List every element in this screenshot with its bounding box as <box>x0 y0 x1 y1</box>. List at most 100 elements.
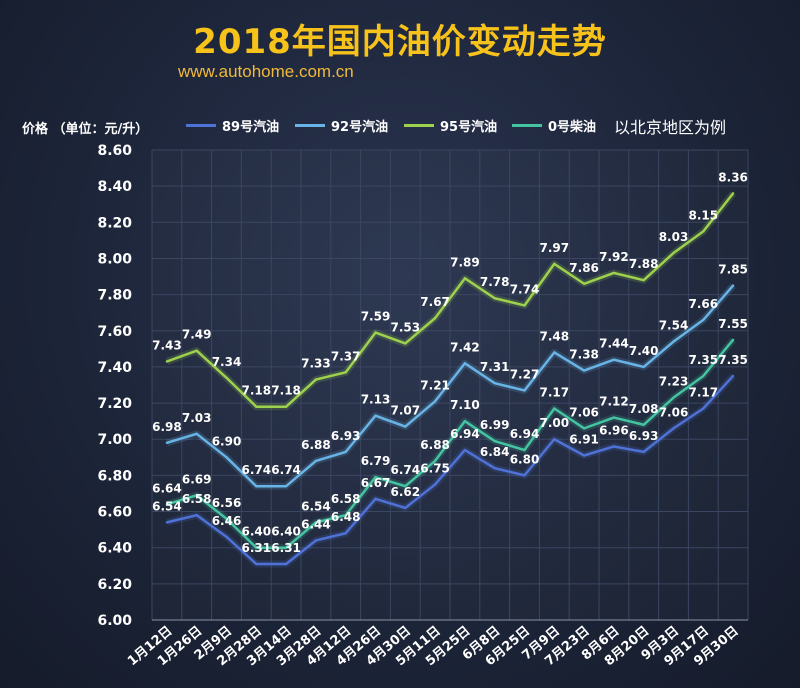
data-label: 6.31 <box>241 541 271 555</box>
data-label: 6.62 <box>390 485 420 499</box>
data-point <box>463 277 467 280</box>
y-tick-label: 7.80 <box>97 288 132 304</box>
data-label: 6.58 <box>331 492 361 506</box>
data-point <box>731 338 735 342</box>
data-point <box>642 365 645 369</box>
legend-label-92: 92号汽油 <box>331 120 389 135</box>
data-label: 7.17 <box>688 386 718 400</box>
data-label: 7.54 <box>659 319 689 333</box>
y-tick-label: 6.00 <box>97 613 132 629</box>
data-label: 7.18 <box>241 384 271 398</box>
data-point <box>463 419 467 423</box>
data-point <box>523 389 526 392</box>
data-point <box>284 405 288 408</box>
data-point <box>612 445 616 448</box>
data-label: 6.64 <box>152 481 182 495</box>
legend-item-0: 0号柴油 <box>512 116 596 135</box>
series-line-3 <box>166 339 735 549</box>
data-point <box>553 438 556 441</box>
data-point <box>702 318 705 322</box>
data-label: 6.44 <box>301 517 331 531</box>
data-label: 7.33 <box>301 357 331 371</box>
data-label: 7.12 <box>599 395 629 409</box>
y-tick-label: 6.20 <box>97 577 132 593</box>
region-note: 以北京地区为例 <box>614 118 727 137</box>
data-label: 6.74 <box>241 463 271 477</box>
data-point <box>463 362 467 365</box>
data-point <box>284 485 288 488</box>
data-point <box>553 407 556 410</box>
data-label: 6.88 <box>301 438 331 452</box>
data-point <box>195 432 198 436</box>
data-point <box>672 340 675 343</box>
data-point <box>374 331 377 334</box>
data-point <box>165 441 169 445</box>
data-point <box>225 456 228 459</box>
data-point <box>374 475 377 479</box>
data-point <box>225 535 228 539</box>
data-point <box>493 297 496 300</box>
legend-item-95: 95号汽油 <box>404 116 497 135</box>
data-label: 7.86 <box>569 261 599 275</box>
data-label: 6.91 <box>569 433 599 447</box>
data-label: 6.74 <box>390 463 420 477</box>
data-label: 7.13 <box>361 393 391 407</box>
data-point <box>255 546 258 549</box>
data-point <box>404 425 407 428</box>
data-point <box>165 503 169 506</box>
data-label: 7.42 <box>450 340 480 354</box>
data-label: 6.48 <box>331 510 361 524</box>
data-label: 6.96 <box>599 423 629 437</box>
y-tick-label: 7.60 <box>97 324 132 340</box>
data-point <box>523 474 526 477</box>
data-point <box>433 459 437 463</box>
data-label: 7.27 <box>510 367 540 381</box>
data-label: 7.97 <box>539 241 569 255</box>
data-label: 7.78 <box>480 275 510 289</box>
data-point <box>404 485 407 488</box>
legend-swatch-92 <box>295 124 325 127</box>
data-point <box>582 369 586 372</box>
data-label: 7.67 <box>420 295 450 309</box>
data-label: 6.93 <box>331 429 361 443</box>
data-point <box>344 532 347 535</box>
data-point <box>344 371 347 374</box>
y-tick-label: 7.20 <box>97 396 132 412</box>
data-label: 6.69 <box>182 472 212 486</box>
y-tick-label: 6.80 <box>97 468 132 484</box>
data-point <box>582 282 586 285</box>
legend-label-95: 95号汽油 <box>440 120 498 135</box>
source-url: www.autohome.com.cn <box>178 62 354 81</box>
legend-item-89: 89号汽油 <box>186 116 279 135</box>
data-point <box>284 546 288 549</box>
data-label: 7.43 <box>152 339 182 353</box>
data-point <box>225 517 228 520</box>
data-label: 7.88 <box>629 257 659 271</box>
data-point <box>255 562 258 566</box>
data-point <box>404 342 407 345</box>
data-label: 7.40 <box>629 344 659 358</box>
data-point <box>553 262 556 266</box>
y-tick-label: 7.40 <box>97 360 132 376</box>
data-label: 7.37 <box>331 349 361 363</box>
data-label: 7.08 <box>629 402 659 416</box>
data-point <box>284 562 288 566</box>
data-point <box>433 400 437 403</box>
data-point <box>463 448 467 452</box>
data-label: 7.89 <box>450 255 480 269</box>
data-point <box>523 448 526 452</box>
data-label: 6.75 <box>420 461 450 475</box>
data-label: 8.15 <box>688 208 718 222</box>
data-label: 6.99 <box>480 418 510 432</box>
data-point <box>493 439 496 443</box>
data-point <box>731 192 735 195</box>
data-label: 7.34 <box>212 355 242 369</box>
data-point <box>523 304 526 307</box>
data-point <box>642 450 645 454</box>
data-label: 6.46 <box>212 514 242 528</box>
data-label: 7.44 <box>599 337 629 351</box>
legend-label-0: 0号柴油 <box>548 120 597 135</box>
data-point <box>433 483 437 486</box>
y-tick-label: 8.60 <box>97 143 132 159</box>
